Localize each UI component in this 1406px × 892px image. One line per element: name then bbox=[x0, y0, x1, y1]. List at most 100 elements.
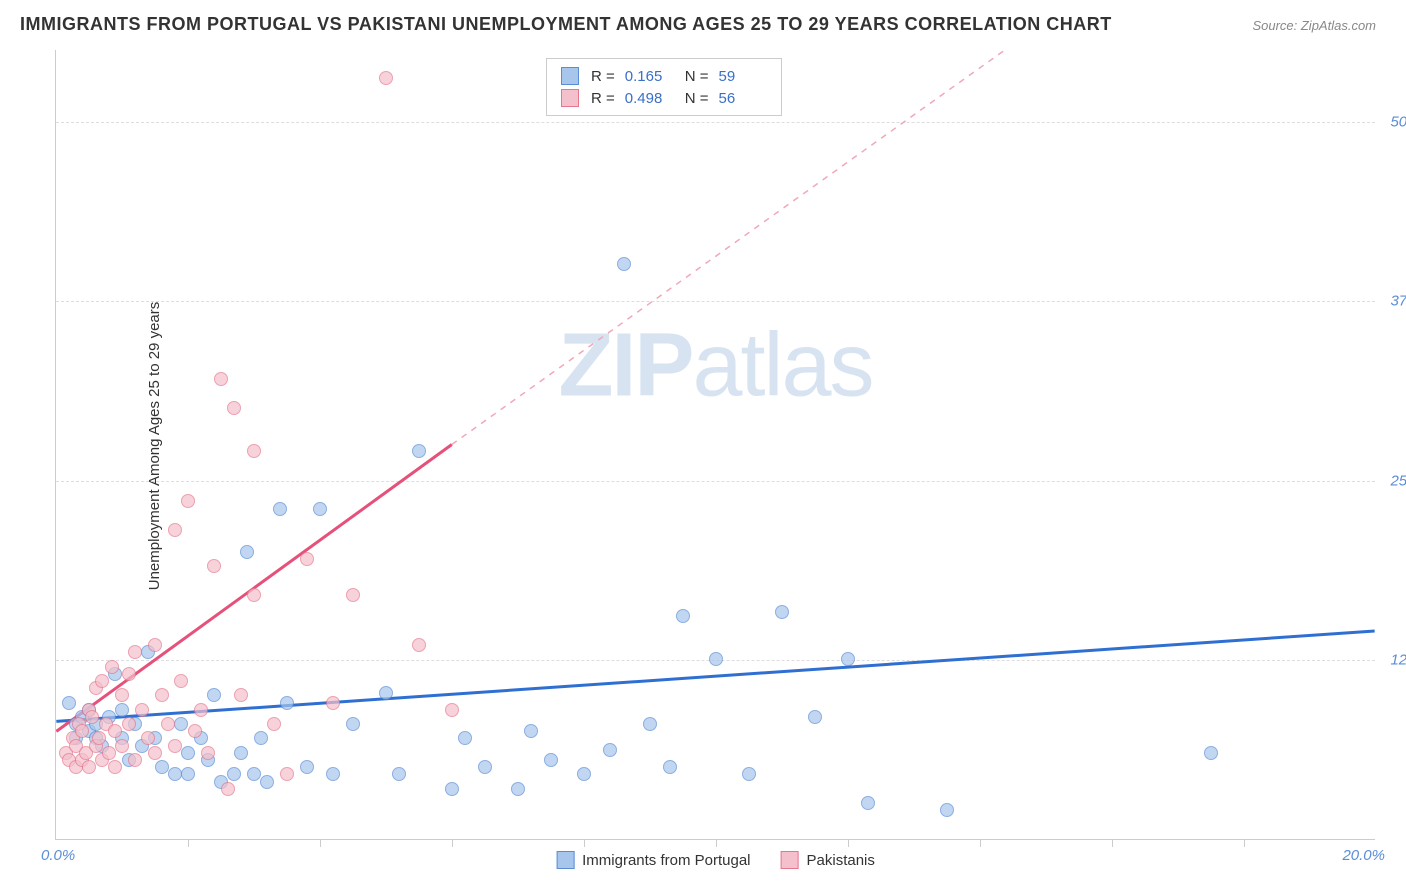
scatter-point bbox=[775, 605, 789, 619]
r-value: 0.498 bbox=[625, 90, 673, 107]
scatter-point bbox=[221, 782, 235, 796]
scatter-point bbox=[254, 731, 268, 745]
n-value: 56 bbox=[719, 90, 767, 107]
n-label: N = bbox=[685, 68, 709, 85]
scatter-point bbox=[108, 724, 122, 738]
x-tick bbox=[584, 839, 585, 847]
scatter-point bbox=[808, 710, 822, 724]
scatter-point bbox=[168, 523, 182, 537]
scatter-point bbox=[155, 760, 169, 774]
x-max-label: 20.0% bbox=[1342, 847, 1385, 864]
gridline bbox=[56, 301, 1375, 302]
scatter-point bbox=[234, 688, 248, 702]
scatter-point bbox=[379, 686, 393, 700]
scatter-point bbox=[115, 688, 129, 702]
legend-swatch bbox=[556, 851, 574, 869]
y-tick-label: 50.0% bbox=[1390, 113, 1406, 130]
x-tick bbox=[320, 839, 321, 847]
scatter-point bbox=[194, 703, 208, 717]
scatter-point bbox=[227, 767, 241, 781]
scatter-point bbox=[445, 782, 459, 796]
scatter-point bbox=[603, 743, 617, 757]
x-tick bbox=[452, 839, 453, 847]
scatter-point bbox=[207, 688, 221, 702]
watermark: ZIPatlas bbox=[558, 314, 872, 417]
scatter-point bbox=[128, 753, 142, 767]
scatter-point bbox=[392, 767, 406, 781]
scatter-point bbox=[168, 739, 182, 753]
scatter-point bbox=[161, 717, 175, 731]
y-tick-label: 12.5% bbox=[1390, 652, 1406, 669]
scatter-point bbox=[135, 703, 149, 717]
scatter-point bbox=[141, 731, 155, 745]
scatter-point bbox=[128, 645, 142, 659]
scatter-point bbox=[234, 746, 248, 760]
scatter-point bbox=[247, 767, 261, 781]
scatter-point bbox=[300, 760, 314, 774]
scatter-point bbox=[300, 552, 314, 566]
scatter-point bbox=[313, 502, 327, 516]
legend-series: Immigrants from Portugal Pakistanis bbox=[556, 851, 875, 869]
n-label: N = bbox=[685, 90, 709, 107]
scatter-point bbox=[181, 767, 195, 781]
legend-swatch bbox=[561, 67, 579, 85]
scatter-point bbox=[115, 739, 129, 753]
scatter-point bbox=[1204, 746, 1218, 760]
scatter-point bbox=[102, 746, 116, 760]
scatter-point bbox=[108, 760, 122, 774]
scatter-point bbox=[280, 696, 294, 710]
scatter-point bbox=[62, 696, 76, 710]
scatter-point bbox=[940, 803, 954, 817]
scatter-point bbox=[577, 767, 591, 781]
scatter-point bbox=[122, 667, 136, 681]
trend-line bbox=[56, 631, 1374, 721]
scatter-point bbox=[458, 731, 472, 745]
r-value: 0.165 bbox=[625, 68, 673, 85]
scatter-point bbox=[511, 782, 525, 796]
scatter-point bbox=[617, 257, 631, 271]
scatter-point bbox=[841, 652, 855, 666]
scatter-point bbox=[663, 760, 677, 774]
scatter-point bbox=[478, 760, 492, 774]
scatter-point bbox=[201, 746, 215, 760]
watermark-bold: ZIP bbox=[558, 315, 692, 415]
scatter-point bbox=[181, 494, 195, 508]
scatter-point bbox=[115, 703, 129, 717]
scatter-point bbox=[643, 717, 657, 731]
scatter-point bbox=[280, 767, 294, 781]
scatter-point bbox=[148, 638, 162, 652]
scatter-point bbox=[168, 767, 182, 781]
legend-series-label: Immigrants from Portugal bbox=[582, 852, 750, 869]
legend-correlation-row: R = 0.165 N = 59 bbox=[561, 65, 767, 87]
scatter-point bbox=[861, 796, 875, 810]
scatter-point bbox=[267, 717, 281, 731]
x-tick bbox=[980, 839, 981, 847]
scatter-point bbox=[214, 372, 228, 386]
scatter-point bbox=[445, 703, 459, 717]
scatter-point bbox=[188, 724, 202, 738]
x-tick bbox=[1112, 839, 1113, 847]
scatter-point bbox=[247, 588, 261, 602]
scatter-point bbox=[95, 674, 109, 688]
scatter-point bbox=[346, 588, 360, 602]
scatter-point bbox=[155, 688, 169, 702]
scatter-point bbox=[326, 696, 340, 710]
watermark-light: atlas bbox=[692, 315, 872, 415]
scatter-point bbox=[75, 724, 89, 738]
scatter-point bbox=[273, 502, 287, 516]
x-origin-label: 0.0% bbox=[41, 847, 75, 864]
x-tick bbox=[188, 839, 189, 847]
legend-series-item: Immigrants from Portugal bbox=[556, 851, 750, 869]
y-tick-label: 25.0% bbox=[1390, 472, 1406, 489]
legend-correlation-box: R = 0.165 N = 59 R = 0.498 N = 56 bbox=[546, 58, 782, 116]
scatter-point bbox=[92, 731, 106, 745]
x-tick bbox=[716, 839, 717, 847]
scatter-point bbox=[412, 444, 426, 458]
scatter-point bbox=[85, 710, 99, 724]
scatter-point bbox=[181, 746, 195, 760]
scatter-point bbox=[174, 717, 188, 731]
legend-series-label: Pakistanis bbox=[807, 852, 875, 869]
y-tick-label: 37.5% bbox=[1390, 293, 1406, 310]
scatter-point bbox=[247, 444, 261, 458]
scatter-point bbox=[260, 775, 274, 789]
